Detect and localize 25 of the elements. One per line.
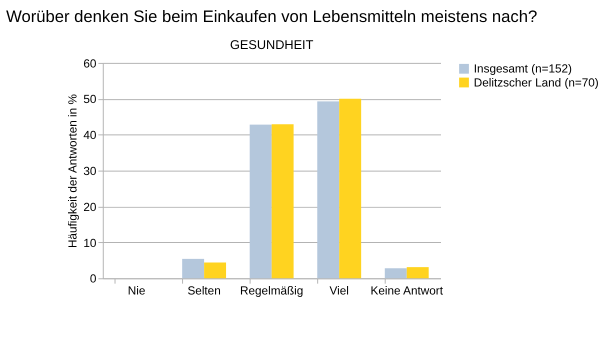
legend-label: Delitzscher Land (n=70) <box>474 76 599 90</box>
bar <box>272 124 294 278</box>
bar <box>317 101 340 278</box>
chart-subtitle: GESUNDHEIT <box>230 37 314 52</box>
bar <box>406 267 429 278</box>
y-tick-label: 10 <box>83 236 97 250</box>
x-tick-label: Nie <box>128 284 146 298</box>
y-tick-label: 50 <box>83 93 97 106</box>
bar <box>384 268 407 278</box>
y-tick-label: 20 <box>83 200 97 214</box>
y-tick-label: 30 <box>83 165 97 178</box>
y-axis-title: Häufigkeit der Antworten in % <box>66 94 80 248</box>
bar <box>250 124 272 278</box>
y-tick-label: 60 <box>83 57 97 70</box>
bar <box>204 262 226 278</box>
x-tick-label: Regelmäßig <box>240 284 304 298</box>
x-tick-label: Keine Antwort <box>370 284 444 298</box>
y-tick-label: 40 <box>83 129 97 142</box>
legend-label: Insgesamt (n=152) <box>474 62 572 76</box>
chart-title: Worüber denken Sie beim Einkaufen von Lebensmitteln meistens nach? <box>6 6 538 26</box>
bar <box>339 98 362 278</box>
y-tick-label: 0 <box>90 272 97 286</box>
bar <box>182 258 204 278</box>
x-tick-label: Selten <box>187 284 221 298</box>
x-tick-label: Viel <box>330 284 349 298</box>
